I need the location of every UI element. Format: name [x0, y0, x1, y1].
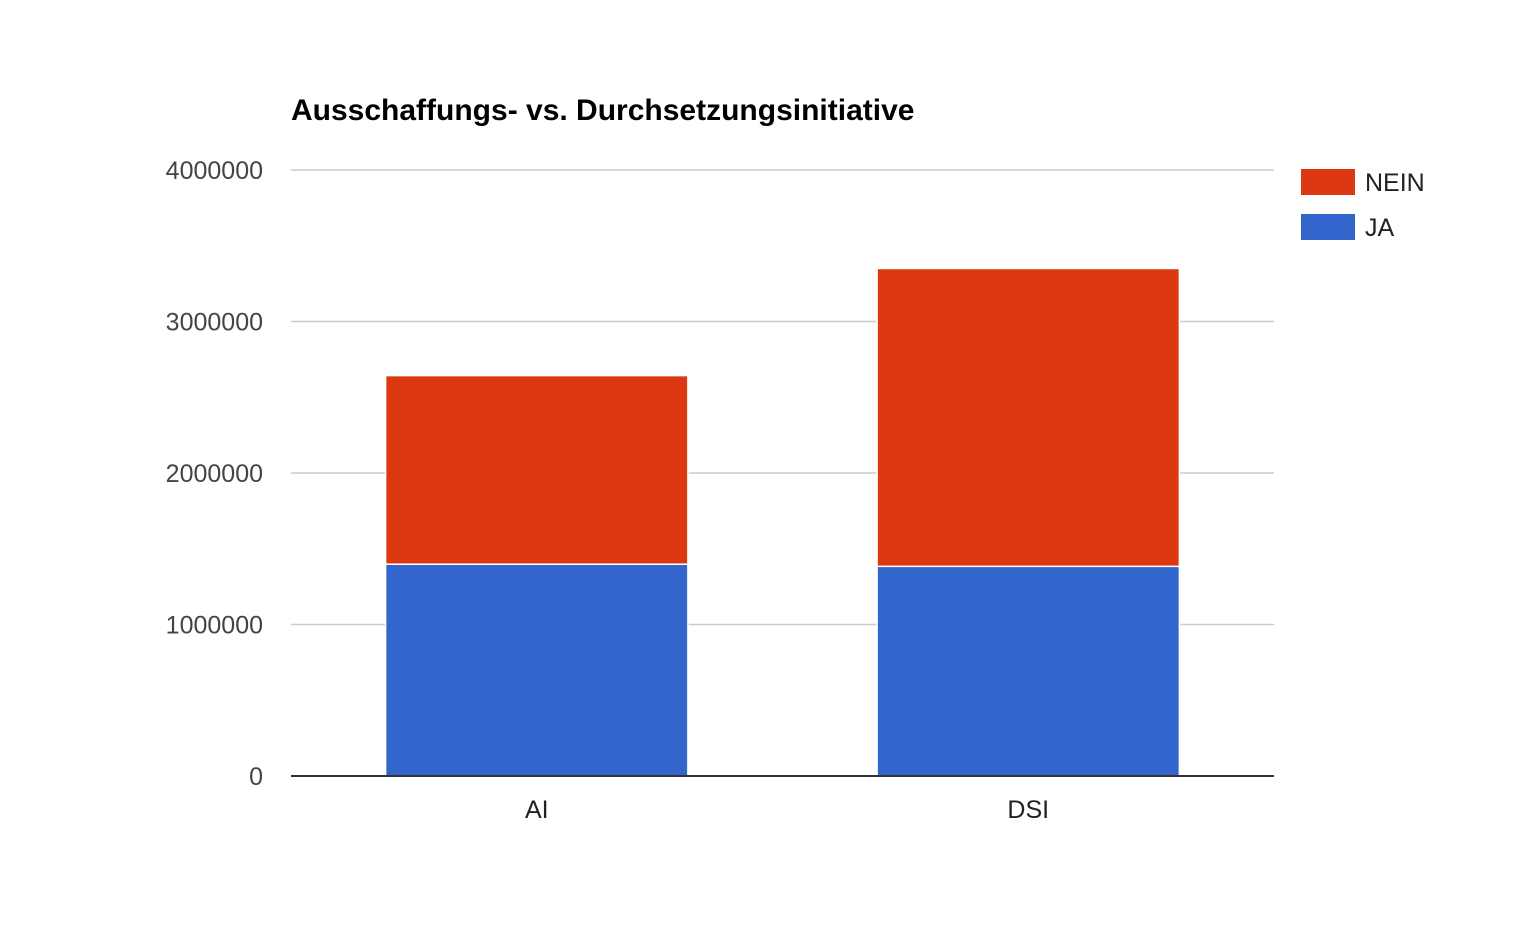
x-axis-categories: AI DSI	[525, 796, 1049, 824]
y-tick-label: 4000000	[166, 157, 263, 185]
legend-label-ja: JA	[1365, 214, 1395, 242]
bar-nein-dsi	[876, 267, 1181, 568]
legend-swatch-nein	[1301, 169, 1355, 195]
legend-label-nein: NEIN	[1365, 169, 1425, 197]
y-tick-label: 0	[249, 763, 263, 791]
chart-title: Ausschaffungs- vs. Durchsetzungsinitiati…	[291, 94, 914, 127]
bar-ja-dsi	[876, 565, 1181, 777]
y-tick-label: 3000000	[166, 309, 263, 337]
y-tick-label: 1000000	[166, 612, 263, 640]
legend-swatch-ja	[1301, 214, 1355, 240]
y-axis-ticks: 0 1000000 2000000 3000000 4000000	[166, 157, 263, 791]
bars	[384, 267, 1181, 777]
legend: NEIN JA	[1301, 169, 1425, 242]
bar-nein-ai	[384, 374, 689, 565]
bar-ja-ai	[384, 563, 689, 777]
y-tick-label: 2000000	[166, 460, 263, 488]
x-category-label: AI	[525, 796, 549, 824]
x-category-label: DSI	[1007, 796, 1049, 824]
